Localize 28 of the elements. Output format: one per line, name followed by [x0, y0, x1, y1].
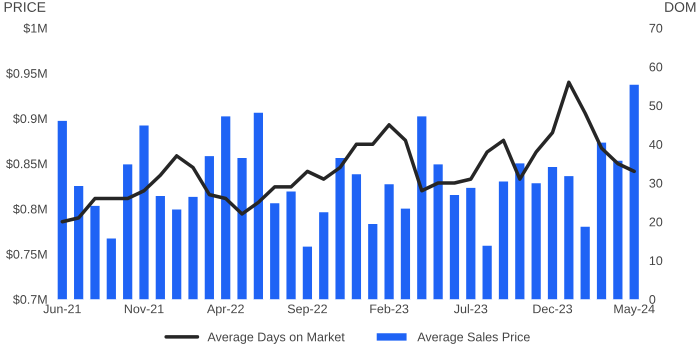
y2-tick-label: 10 [650, 256, 662, 266]
y-tick-label: $0.95M [6, 68, 47, 79]
x-tick-label: Nov-21 [124, 304, 164, 314]
y-tick-label: $1M [23, 23, 47, 34]
line-series [60, 80, 636, 224]
y2-tick-label: 60 [649, 62, 662, 72]
legend-label: Average Sales Price [417, 332, 530, 344]
y-tick-label: $0.75M [6, 249, 47, 260]
x-tick-label: Apr-22 [206, 304, 244, 316]
x-tick-label: Jul-23 [454, 304, 488, 314]
y2-tick-label: 0 [649, 295, 656, 304]
x-tick-label: Jun-21 [43, 304, 81, 314]
x-tick-label: May-24 [614, 304, 655, 316]
y2-tick-label: 40 [649, 140, 662, 149]
x-tick-label: Sep-22 [288, 304, 327, 316]
y-tick-label: $0.8M [13, 204, 47, 214]
y-tick-label: $0.7M [13, 294, 47, 305]
x-tick-label: Feb-23 [370, 304, 408, 314]
y-tick-label: $0.9M [13, 114, 47, 124]
y2-tick-label: 70 [650, 24, 662, 33]
y2-tick-label: 30 [649, 178, 662, 188]
y2-tick-label: 20 [649, 218, 662, 226]
y-tick-label: $0.85M [6, 158, 47, 170]
legend-label: Average Days on Market [207, 332, 345, 344]
y-axis-title: PRICE [4, 2, 46, 12]
x-tick-label: Dec-23 [533, 304, 572, 314]
y2-tick-label: 50 [649, 101, 662, 110]
y2-axis-title: DOM [665, 2, 696, 12]
